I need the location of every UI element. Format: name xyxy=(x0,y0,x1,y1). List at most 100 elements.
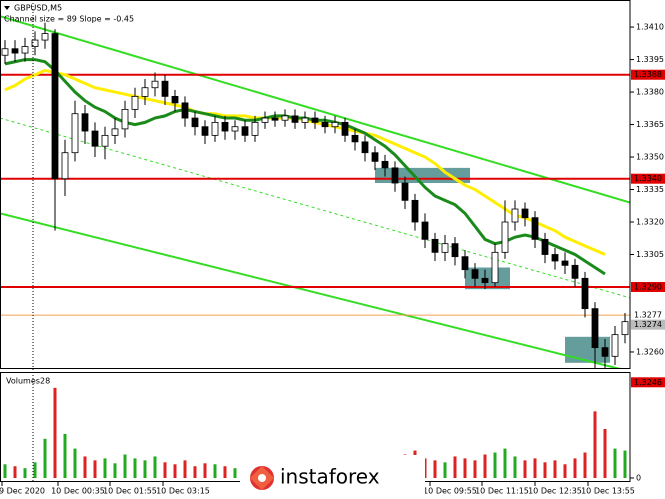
candle-body xyxy=(241,126,249,136)
volume-bar xyxy=(483,454,487,478)
volume-bar xyxy=(203,463,207,478)
candle-body xyxy=(581,277,589,310)
candle-body xyxy=(201,126,209,136)
x-tick-label: 9 Dec 2020 xyxy=(0,487,45,496)
candle-body xyxy=(481,277,489,284)
candle-body xyxy=(31,39,39,47)
y-tick-label: 1.3410 xyxy=(636,23,664,32)
chart-title: GBPUSD,M5 xyxy=(14,4,62,13)
candle-body xyxy=(161,80,169,97)
candle-body xyxy=(441,243,449,253)
candle-body xyxy=(251,121,259,136)
x-tick-label: 10 Dec 13:55 xyxy=(581,487,635,496)
volume-bar xyxy=(233,468,237,478)
candle-body xyxy=(121,108,129,130)
volume-bar xyxy=(163,462,167,478)
volume-bar xyxy=(63,433,67,478)
candle-body xyxy=(391,167,399,184)
x-tick-label: 10 Dec 01:55 xyxy=(103,487,157,496)
volume-bar xyxy=(463,458,467,478)
x-tick-label: 10 Dec 11:15 xyxy=(475,487,529,496)
candle-body xyxy=(511,208,519,223)
y-tick-label: 1.3350 xyxy=(636,153,664,162)
candle-body xyxy=(491,251,499,284)
level-label: 1.3246 xyxy=(634,378,662,387)
candle-body xyxy=(401,182,409,201)
candle-body xyxy=(351,134,359,143)
chart-subtitle: Channel size = 89 Slope = -0.45 xyxy=(4,15,134,24)
candle-body xyxy=(41,33,49,41)
volume-bar xyxy=(143,460,147,478)
y-tick-label: 1.3305 xyxy=(636,250,664,259)
candle-body xyxy=(151,80,159,89)
x-tick-label: 10 Dec 00:35 xyxy=(51,487,105,496)
candle-body xyxy=(461,256,469,271)
candle-body xyxy=(211,121,219,136)
volume-tick-label: 0 xyxy=(636,474,641,483)
candle-body xyxy=(231,126,239,132)
candle-body xyxy=(141,87,149,97)
level-label: 1.3290 xyxy=(634,282,662,291)
candle-body xyxy=(301,117,309,123)
price-frame xyxy=(0,0,631,369)
volume-bar xyxy=(53,387,57,478)
candle-body xyxy=(381,160,389,169)
x-tick-label: 10 Dec 09:55 xyxy=(423,487,477,496)
candle-body xyxy=(171,95,179,104)
candle-body xyxy=(361,141,369,154)
candle-body xyxy=(341,121,349,136)
level-label-box xyxy=(631,310,665,321)
level-label-box xyxy=(631,377,665,388)
volume-bar xyxy=(473,460,477,478)
level-label-box xyxy=(631,69,665,80)
volume-bar xyxy=(153,456,157,478)
candle-body xyxy=(11,48,19,54)
volume-bar xyxy=(533,458,537,478)
candle-body xyxy=(451,243,459,258)
candle-body xyxy=(561,260,569,266)
candle-body xyxy=(471,269,479,279)
watermark-logo xyxy=(250,466,274,490)
channel-line xyxy=(0,15,630,204)
level-label: 1.3277 xyxy=(634,311,662,320)
candle-body xyxy=(331,121,339,128)
volume-bar xyxy=(573,458,577,478)
candle-body xyxy=(271,117,279,121)
y-tick-label: 1.3320 xyxy=(636,218,664,227)
volume-bar xyxy=(93,460,97,478)
candle-body xyxy=(621,321,629,336)
candle-body xyxy=(191,117,199,128)
candle-body xyxy=(551,254,559,262)
volume-bar xyxy=(103,458,107,478)
candle-body xyxy=(111,128,119,136)
candle-body xyxy=(501,221,509,253)
volume-bar xyxy=(223,466,227,478)
volume-bar xyxy=(123,454,127,478)
candle-body xyxy=(591,308,599,349)
candle-body xyxy=(411,199,419,223)
volume-bar xyxy=(213,464,217,478)
volume-bar xyxy=(13,466,17,478)
candle-body xyxy=(571,264,579,279)
candle-body xyxy=(91,130,99,147)
volume-bar xyxy=(523,460,527,478)
candle-body xyxy=(431,238,439,253)
candle-body xyxy=(291,115,299,123)
candle-body xyxy=(61,152,69,180)
volume-bar xyxy=(73,448,77,478)
volume-bar xyxy=(493,452,497,478)
candle-body xyxy=(281,115,289,121)
volume-bar xyxy=(113,463,117,478)
title-arrow xyxy=(4,6,10,10)
candle-body xyxy=(321,121,329,128)
price-panel xyxy=(0,15,630,368)
candle-body xyxy=(611,334,619,357)
candle-body xyxy=(521,208,529,219)
volume-last-value: 28 xyxy=(40,377,50,386)
candle-body xyxy=(71,113,79,154)
candle-body xyxy=(131,95,139,110)
volume-bar xyxy=(43,438,47,478)
level-label-box xyxy=(631,281,665,292)
level-label-box xyxy=(631,173,665,184)
volume-bar xyxy=(83,456,87,478)
